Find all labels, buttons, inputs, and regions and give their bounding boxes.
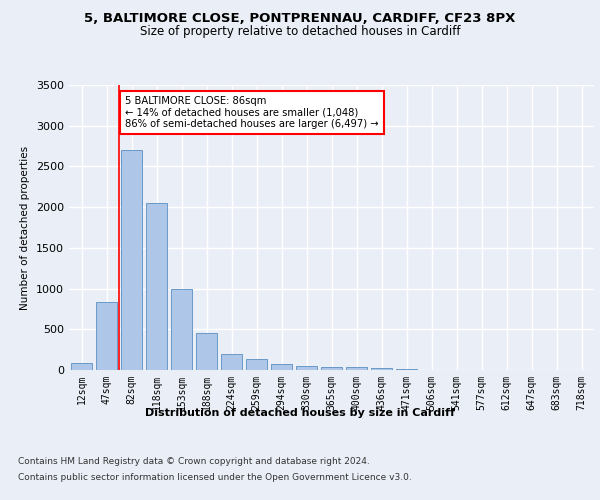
Text: 5 BALTIMORE CLOSE: 86sqm
← 14% of detached houses are smaller (1,048)
86% of sem: 5 BALTIMORE CLOSE: 86sqm ← 14% of detach… <box>125 96 379 129</box>
Bar <box>346 367 367 370</box>
Text: Contains HM Land Registry data © Crown copyright and database right 2024.: Contains HM Land Registry data © Crown c… <box>18 458 370 466</box>
Bar <box>271 364 292 370</box>
Bar <box>396 369 417 370</box>
Bar <box>246 360 267 370</box>
Y-axis label: Number of detached properties: Number of detached properties <box>20 146 31 310</box>
Bar <box>296 366 317 370</box>
Bar <box>146 203 167 370</box>
Text: Distribution of detached houses by size in Cardiff: Distribution of detached houses by size … <box>145 408 455 418</box>
Bar <box>321 366 342 370</box>
Bar <box>121 150 142 370</box>
Text: Contains public sector information licensed under the Open Government Licence v3: Contains public sector information licen… <box>18 472 412 482</box>
Bar <box>96 302 117 370</box>
Bar <box>196 334 217 370</box>
Bar <box>71 364 92 370</box>
Text: 5, BALTIMORE CLOSE, PONTPRENNAU, CARDIFF, CF23 8PX: 5, BALTIMORE CLOSE, PONTPRENNAU, CARDIFF… <box>85 12 515 26</box>
Bar <box>171 288 192 370</box>
Bar <box>371 368 392 370</box>
Text: Size of property relative to detached houses in Cardiff: Size of property relative to detached ho… <box>140 25 460 38</box>
Bar <box>221 354 242 370</box>
